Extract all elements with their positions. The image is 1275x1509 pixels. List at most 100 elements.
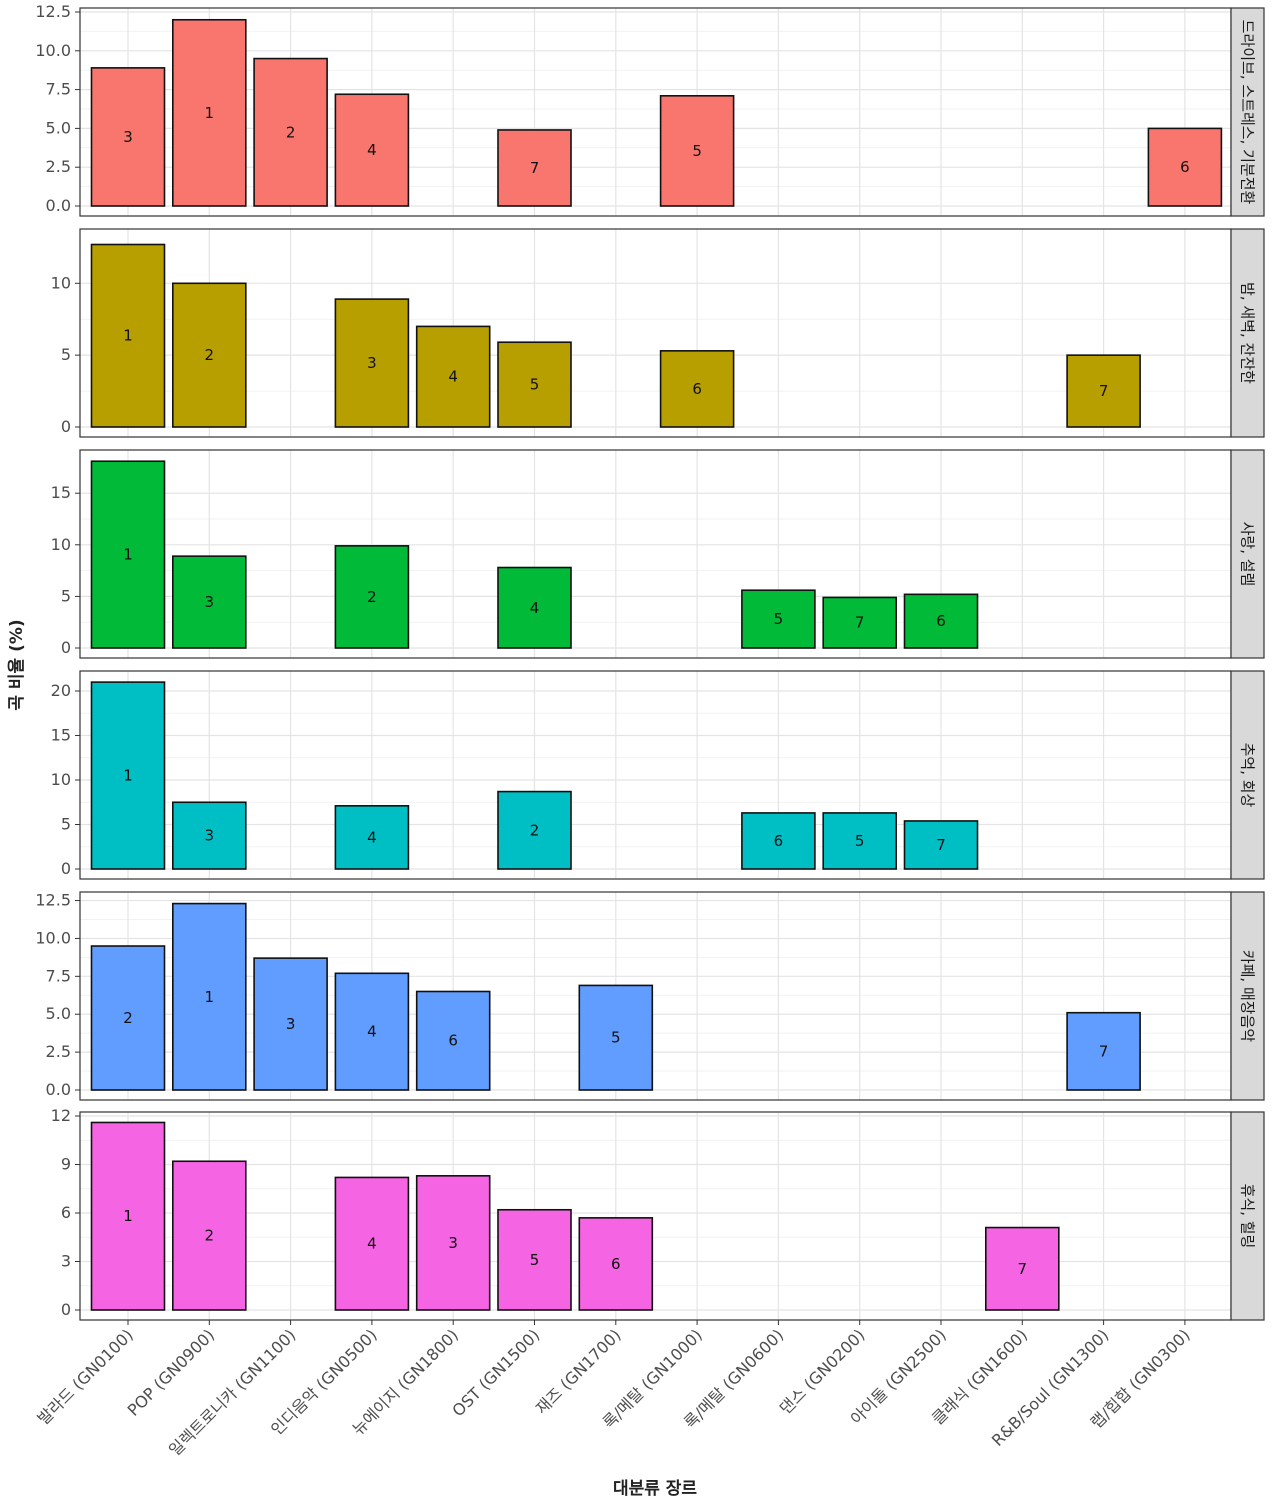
facet-strip-label: 추억, 회상 xyxy=(1239,743,1257,808)
bar xyxy=(1066,1011,1141,1091)
bar xyxy=(415,990,491,1091)
bar-rank-label: 2 xyxy=(286,123,296,141)
bar-rank-label: 1 xyxy=(123,327,133,345)
bar-rank-label: 2 xyxy=(205,1227,215,1245)
bar-rank-label: 4 xyxy=(367,828,377,846)
bar xyxy=(253,957,328,1091)
facet-strip-label: 밤, 새벽, 잔잔한 xyxy=(1239,282,1257,384)
y-tick-label: 12.5 xyxy=(35,891,71,910)
facet-strip-label: 카페, 매장음악 xyxy=(1239,950,1257,1043)
x-tick-label: 재즈 (GN1700) xyxy=(532,1325,625,1418)
bar-rank-label: 2 xyxy=(530,821,540,839)
y-tick-label: 10 xyxy=(51,273,71,292)
bar xyxy=(822,596,898,649)
bar-rank-label: 1 xyxy=(123,767,133,785)
bar xyxy=(822,812,898,870)
bar xyxy=(334,93,410,207)
facet-strip-label: 사랑, 설렘 xyxy=(1239,522,1257,587)
y-tick-label: 5.0 xyxy=(46,118,71,137)
bar xyxy=(415,1175,491,1311)
bar-rank-label: 6 xyxy=(774,832,784,850)
x-tick-label: 발라드 (GN0100) xyxy=(34,1325,137,1428)
y-tick-label: 15 xyxy=(51,726,71,745)
y-tick-label: 15 xyxy=(51,483,71,502)
bar-rank-label: 6 xyxy=(448,1032,458,1050)
bar xyxy=(903,593,979,649)
bar-rank-label: 7 xyxy=(1018,1260,1028,1278)
bar-rank-label: 6 xyxy=(1180,158,1190,176)
bar xyxy=(172,282,247,428)
bar-rank-label: 3 xyxy=(286,1015,296,1033)
bar xyxy=(90,945,166,1091)
bar xyxy=(334,298,410,428)
bar-rank-label: 5 xyxy=(611,1029,621,1047)
bar xyxy=(578,1217,654,1311)
bar-rank-label: 1 xyxy=(123,1207,133,1225)
y-tick-label: 2.5 xyxy=(46,1042,71,1061)
bar xyxy=(334,545,410,649)
bar-rank-label: 1 xyxy=(205,988,215,1006)
bar xyxy=(90,243,166,428)
bar xyxy=(172,18,247,207)
bar-rank-label: 7 xyxy=(530,159,540,177)
bar xyxy=(90,681,166,870)
y-tick-label: 10.0 xyxy=(35,928,71,947)
y-tick-label: 12.5 xyxy=(35,2,71,21)
y-tick-label: 0 xyxy=(61,638,71,657)
y-tick-label: 3 xyxy=(61,1252,71,1271)
y-tick-label: 0 xyxy=(61,417,71,436)
facet-panel: 0.0 2.5 5.0 7.5 10.0 12.5 3 1 2 4 7 5 6 드라이브, 스트레스, 기… xyxy=(35,2,1265,217)
facet-panel: 0 5 10 1 2 3 4 5 6 7 밤, 새벽, 잔잔한 xyxy=(51,228,1265,438)
facet-strip xyxy=(1230,7,1265,217)
bar xyxy=(90,460,166,649)
panel-background xyxy=(80,229,1231,437)
facet-strip-label: 드라이브, 스트레스, 기분전환 xyxy=(1239,20,1257,205)
y-tick-label: 10 xyxy=(51,770,71,789)
facet-strip xyxy=(1230,891,1265,1101)
x-axis-title: 대분류 장르 xyxy=(613,1479,697,1499)
y-tick-label: 7.5 xyxy=(46,966,71,985)
facet-panel: 0 5 10 15 20 1 3 4 2 6 5 7 추억, 회상 xyxy=(51,670,1265,880)
y-tick-label: 6 xyxy=(61,1203,71,1222)
bar-rank-label: 6 xyxy=(611,1255,621,1273)
bar-rank-label: 3 xyxy=(205,827,215,845)
bar-rank-label: 7 xyxy=(855,614,865,632)
bar-rank-label: 7 xyxy=(936,836,946,854)
bar xyxy=(334,1176,410,1311)
facet-strip xyxy=(1230,670,1265,880)
bar xyxy=(984,1226,1060,1311)
x-tick-label: 댄스 (GN0200) xyxy=(776,1325,869,1418)
bar xyxy=(659,350,735,428)
bar xyxy=(1066,354,1141,428)
bar xyxy=(903,820,979,870)
bar xyxy=(497,129,572,207)
bar-rank-label: 6 xyxy=(692,380,702,398)
bar xyxy=(1147,127,1223,207)
x-tick-label: OST (GN1500) xyxy=(448,1325,543,1420)
y-tick-label: 7.5 xyxy=(46,80,71,99)
x-axis-ticks: 발라드 (GN0100)POP (GN0900)일렉트로니카 (GN1100)인… xyxy=(34,1320,1194,1460)
y-tick-label: 0.0 xyxy=(46,196,71,215)
bar-rank-label: 5 xyxy=(855,832,865,850)
bar-rank-label: 4 xyxy=(367,1235,377,1253)
bar xyxy=(497,1208,572,1311)
y-tick-label: 9 xyxy=(61,1155,71,1174)
facet-strip xyxy=(1230,449,1265,659)
bar xyxy=(90,1121,166,1311)
bar-rank-label: 1 xyxy=(123,546,133,564)
bar-rank-label: 1 xyxy=(205,104,215,122)
bar-rank-label: 5 xyxy=(692,142,702,160)
facet-panel: 0.0 2.5 5.0 7.5 10.0 12.5 2 1 4 6 5 7 3 카페, 매장음악 xyxy=(35,891,1265,1101)
y-tick-label: 2.5 xyxy=(46,157,71,176)
facet-strip-label: 휴식, 힐링 xyxy=(1239,1184,1257,1249)
bar-rank-label: 4 xyxy=(367,141,377,159)
bar xyxy=(497,341,572,428)
facet-panel: 0 5 10 15 1 3 2 4 5 7 6 사랑, 설렘 xyxy=(51,449,1265,659)
bar-rank-label: 2 xyxy=(123,1009,133,1027)
y-tick-label: 12 xyxy=(51,1106,71,1125)
panel-background xyxy=(80,892,1231,1100)
y-tick-label: 5 xyxy=(61,586,71,605)
bar-rank-label: 5 xyxy=(774,610,784,628)
bar xyxy=(415,325,491,428)
